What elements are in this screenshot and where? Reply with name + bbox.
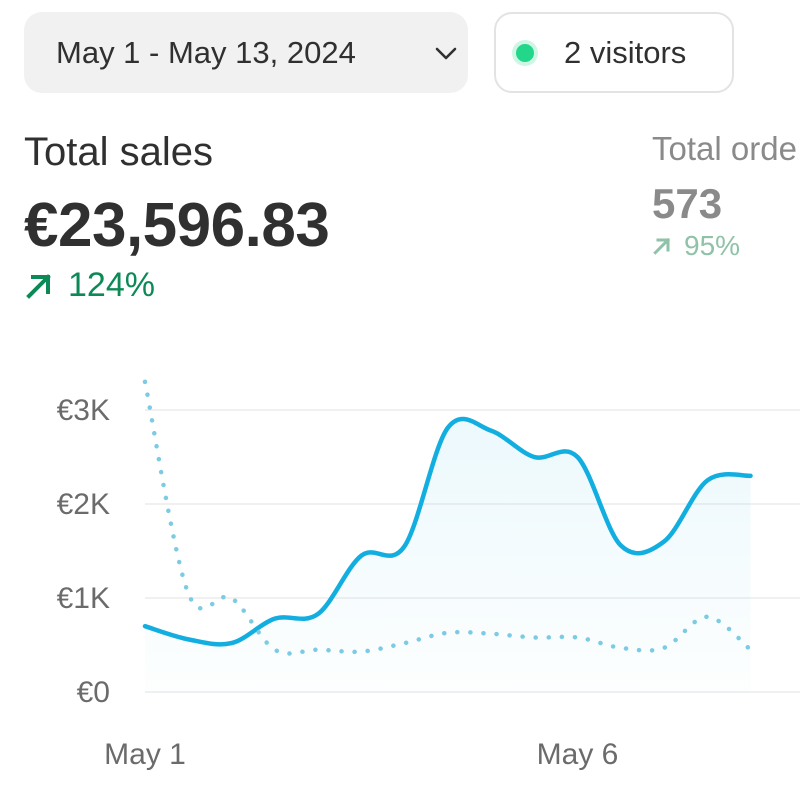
total-orders-change: 95% (652, 230, 740, 262)
y-tick-label: €2K (57, 488, 110, 521)
date-range-button[interactable]: May 1 - May 13, 2024 (24, 12, 468, 93)
y-tick-label: €3K (57, 394, 110, 427)
visitors-button[interactable]: 2 visitors (494, 12, 734, 93)
total-sales-label: Total sales (24, 130, 213, 174)
total-sales-change: 124% (24, 266, 155, 305)
chevron-down-icon (435, 47, 457, 60)
sales-line-chart: €0 €1K €2K €3K May 1 May 6 (57, 379, 800, 771)
current-period-area (145, 418, 751, 692)
total-orders-label: Total orde (652, 130, 797, 167)
y-tick-label: €1K (57, 582, 110, 615)
x-tick-label: May 1 (104, 738, 186, 771)
arrow-up-right-icon (653, 237, 671, 255)
x-tick-label: May 6 (537, 738, 619, 771)
date-range-label: May 1 - May 13, 2024 (56, 34, 356, 70)
total-sales-change-value: 124% (68, 266, 155, 304)
total-sales-value: €23,596.83 (24, 191, 330, 260)
total-orders-value: 573 (652, 180, 723, 227)
y-tick-label: €0 (77, 676, 110, 709)
total-orders-change-value: 95% (684, 230, 741, 261)
arrow-up-right-icon (26, 273, 51, 299)
current-period-line (142, 416, 753, 647)
live-status-dot (516, 43, 534, 62)
visitors-label: 2 visitors (564, 34, 687, 70)
